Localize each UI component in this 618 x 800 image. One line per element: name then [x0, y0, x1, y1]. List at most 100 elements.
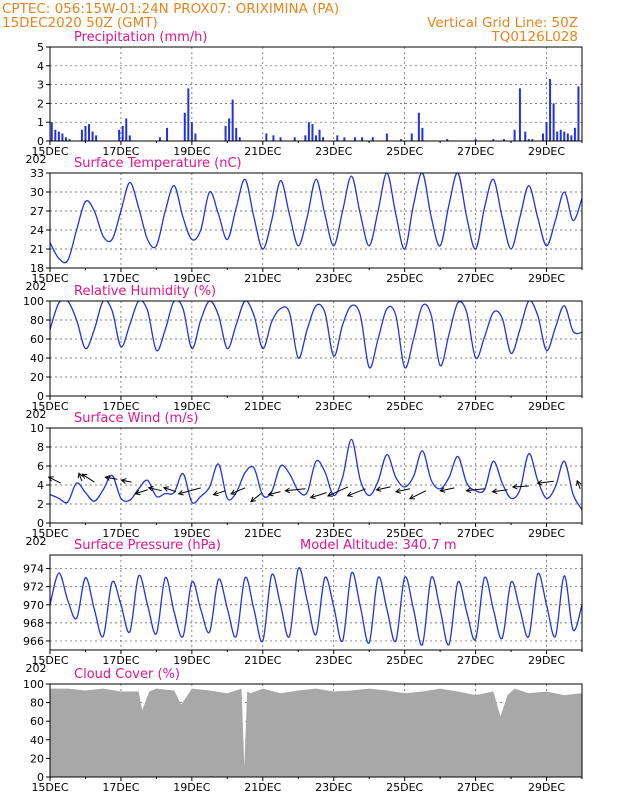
y-tick-label: 8	[37, 441, 44, 454]
wind-arrow-head	[375, 486, 382, 492]
panel-title: Surface Temperature (nC)	[74, 156, 242, 171]
cloud-cover-area	[50, 688, 582, 777]
y-tick-label: 0	[37, 517, 44, 530]
wind-arrow-shaft	[48, 476, 61, 484]
wind-arrow-head	[104, 475, 111, 481]
panel-annotation: Model Altitude: 340.7 m	[300, 538, 457, 553]
panels: 0 1 2 3 4 5 15DEC 17DEC 19DEC 21DEC 23DEC 25DEC 27DE…	[23, 30, 583, 794]
y-tick-label: 33	[30, 167, 44, 180]
y-tick-label: 966	[23, 635, 44, 648]
y-tick-label: 21	[30, 243, 44, 256]
precip-bar	[279, 137, 282, 141]
precip-bar	[502, 139, 505, 141]
x-tick-label: 23DEC	[315, 400, 352, 413]
y-tick-label: 0	[37, 135, 44, 148]
wind-arrow-shaft	[268, 491, 281, 496]
wind-arrow-head	[212, 490, 219, 497]
wind-arrow-shaft	[537, 480, 554, 484]
precip-bar	[541, 133, 544, 141]
precip-bar	[190, 122, 193, 141]
precip-bar	[194, 133, 197, 141]
wind-arrow-shaft	[466, 488, 485, 492]
precip-bar	[228, 118, 231, 141]
series-line	[50, 301, 582, 369]
precip-bar	[361, 137, 364, 141]
wind-arrow-head	[120, 478, 127, 484]
x-tick-label: 27DEC	[457, 654, 494, 667]
y-tick-label: 80	[30, 697, 44, 710]
x-stub-label: 202	[26, 662, 47, 675]
x-tick-label: 23DEC	[315, 145, 352, 158]
x-tick-label: 27DEC	[457, 400, 494, 413]
x-tick-label: 15DEC	[31, 272, 68, 285]
x-tick-label: 15DEC	[31, 527, 68, 540]
x-tick-label: 21DEC	[244, 527, 281, 540]
x-tick-label: 17DEC	[102, 145, 139, 158]
x-tick-label: 19DEC	[173, 272, 210, 285]
precip-bar	[315, 135, 317, 141]
panel-frame	[49, 46, 583, 142]
y-tick-label: 0	[37, 390, 44, 403]
wind-arrow-shaft	[409, 490, 427, 500]
header-grid-note: Vertical Grid Line: 50Z	[427, 15, 578, 31]
series-line	[50, 173, 582, 264]
precip-bar	[158, 137, 161, 141]
x-tick-label: 25DEC	[386, 654, 423, 667]
precip-bar	[343, 137, 346, 141]
x-tick-label: 17DEC	[102, 272, 139, 285]
x-tick-label: 19DEC	[173, 400, 210, 413]
wind-arrow-head	[409, 494, 415, 500]
precip-bar	[50, 122, 53, 141]
wind-arrow-shaft	[512, 485, 529, 488]
x-tick-label: 29DEC	[528, 145, 565, 158]
precip-bar	[549, 78, 552, 141]
x-tick-label: 15DEC	[31, 781, 68, 794]
x-tick-label: 29DEC	[528, 527, 565, 540]
wind-arrow-head	[439, 487, 446, 493]
precip-bar	[311, 124, 314, 141]
x-tick-label: 29DEC	[528, 400, 565, 413]
precip-bar	[80, 129, 83, 141]
y-tick-label: 6	[37, 460, 44, 473]
panel-6: 0 20 40 60 80 100 15DEC 17DEC 19DEC 21DEC 23DEC 25D…	[23, 667, 583, 794]
x-tick-label: 29DEC	[528, 654, 565, 667]
x-tick-label: 15DEC	[31, 400, 68, 413]
wind-arrow-shaft	[376, 486, 391, 491]
precip-bar	[95, 135, 98, 141]
wind-arrow-shaft	[213, 490, 226, 496]
x-tick-label: 23DEC	[315, 654, 352, 667]
x-tick-label: 23DEC	[315, 527, 352, 540]
wind-arrow-head	[230, 489, 237, 495]
precip-bar	[307, 122, 310, 141]
wind-arrow-head	[326, 491, 333, 497]
x-tick-label: 17DEC	[102, 781, 139, 794]
wind-arrow-head	[309, 493, 316, 500]
y-tick-label: 100	[23, 295, 44, 308]
panel-title: Relative Humidity (%)	[74, 284, 216, 299]
x-stub-label: 202	[26, 153, 47, 166]
panel-frame	[49, 683, 583, 778]
y-tick-label: 27	[30, 205, 44, 218]
wind-arrow-shaft	[178, 487, 201, 495]
precip-bar	[224, 125, 227, 141]
y-tick-label: 60	[30, 333, 44, 346]
x-tick-label: 21DEC	[244, 400, 281, 413]
precip-bar	[125, 118, 128, 141]
y-tick-label: 5	[37, 41, 44, 54]
wind-arrow-head	[162, 486, 169, 492]
precip-bar	[518, 88, 521, 141]
precip-bar	[54, 129, 57, 141]
wind-arrow-head	[465, 487, 472, 494]
wind-arrow-shaft	[82, 473, 95, 483]
precip-bar	[385, 133, 388, 141]
precip-bar	[235, 127, 238, 141]
y-tick-label: 972	[23, 581, 44, 594]
precip-bar	[57, 131, 60, 141]
x-tick-label: 15DEC	[31, 145, 68, 158]
precip-bar	[563, 131, 566, 141]
wind-arrow-shaft	[492, 489, 508, 493]
y-tick-label: 2	[37, 498, 44, 511]
x-tick-label: 19DEC	[173, 527, 210, 540]
header-location: CPTEC: 056:15W-01:24N PROX07: ORIXIMINA …	[2, 1, 339, 17]
wind-arrow-head	[47, 476, 54, 482]
